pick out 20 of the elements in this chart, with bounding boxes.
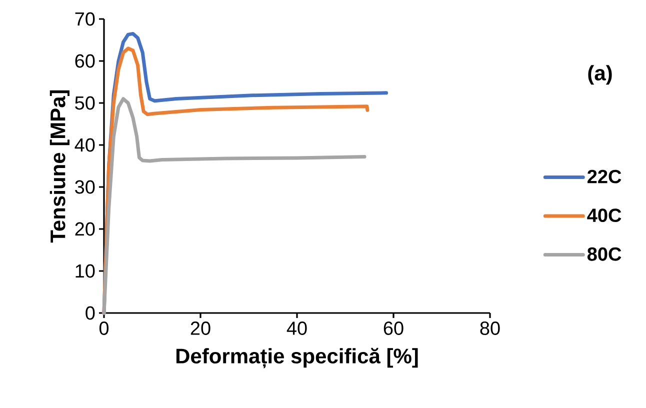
x-axis-title: Deformație specifică [%] [176, 348, 418, 368]
legend-label: 40C [587, 208, 622, 222]
x-tick-label: 60 [384, 322, 404, 335]
x-tick-label: 40 [286, 322, 307, 335]
y-tick-label: 40 [74, 138, 95, 152]
line-series [102, 97, 366, 315]
y-tick-label: 70 [75, 12, 95, 26]
y-tick-label: 60 [75, 54, 95, 68]
y-tick-label: 0 [86, 306, 95, 320]
x-tick-label: 20 [190, 322, 210, 335]
text: (a) [588, 65, 612, 85]
x-tick-label: 0 [99, 322, 109, 335]
y-axis-title: Tensiune [MPa] [50, 90, 70, 243]
y-tick-label: 20 [75, 222, 95, 236]
legend-label: 80C [587, 247, 622, 261]
y-tick-label: 50 [75, 96, 95, 110]
y-tick-label: 10 [76, 264, 95, 278]
legend-label: 22C [588, 170, 622, 184]
y-tick-label: 30 [75, 180, 95, 194]
x-tick-label: 80 [480, 322, 500, 335]
